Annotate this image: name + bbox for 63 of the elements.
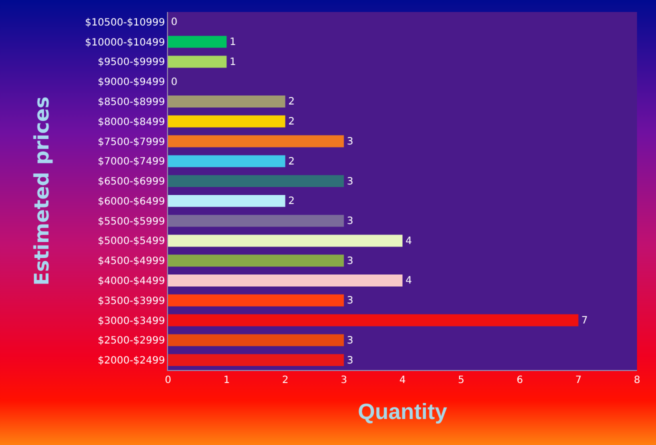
y-tick-label: $9000-$9499 (98, 77, 165, 88)
bar (168, 175, 344, 188)
x-tick-label: 1 (223, 375, 230, 386)
data-label: 2 (288, 196, 295, 208)
data-label: 3 (346, 216, 354, 228)
data-label: 4 (406, 236, 412, 247)
y-axis-title: Estimeted prices (30, 96, 54, 286)
x-tick-label: 7 (575, 375, 582, 386)
bar (168, 234, 402, 247)
data-label: 7 (581, 315, 588, 326)
x-tick-label: 4 (399, 375, 406, 386)
bar (168, 135, 344, 148)
data-label: 2 (288, 116, 295, 128)
bar (168, 254, 344, 267)
x-axis-title: Quantity (358, 398, 448, 424)
y-tick-label: $8500-$8999 (98, 97, 165, 108)
y-tick-label: $2000-$2499 (98, 356, 165, 367)
y-tick-label: $8000-$8499 (98, 116, 165, 128)
y-tick-label: $2500-$2999 (98, 336, 165, 347)
x-tick-label: 0 (164, 375, 172, 386)
data-label: 2 (288, 156, 295, 168)
bar (168, 354, 344, 366)
data-label: 3 (346, 256, 354, 267)
data-label: 2 (288, 96, 295, 108)
bar (168, 36, 227, 48)
y-tick-label: $9500-$9999 (98, 57, 165, 68)
bar (168, 194, 286, 207)
y-tick-label: $5500-$5999 (98, 216, 165, 228)
y-tick-label: $5000-$5499 (98, 236, 165, 248)
bar (168, 214, 344, 227)
bar (168, 56, 227, 68)
y-tick-label: $3000-$3499 (98, 316, 165, 327)
data-label: 3 (346, 136, 354, 148)
bar (168, 274, 402, 286)
x-tick-label: 2 (282, 375, 288, 386)
data-label: 4 (405, 276, 412, 287)
y-tick-label: $4500-$4999 (98, 256, 165, 268)
y-tick-label: $6000-$6499 (98, 196, 165, 208)
data-label: 3 (346, 176, 354, 188)
y-tick-label: $3500-$3999 (98, 296, 165, 307)
x-tick-label: 3 (340, 375, 348, 386)
data-label: 0 (171, 17, 178, 28)
data-label: 1 (230, 37, 236, 48)
data-label: 1 (230, 56, 236, 68)
bar (168, 96, 286, 108)
bar (168, 155, 286, 168)
data-label: 3 (346, 296, 354, 307)
y-tick-label: $10500-$10999 (85, 17, 165, 28)
x-tick-label: 8 (634, 375, 640, 386)
y-tick-label: $7500-$7999 (98, 136, 165, 148)
y-tick-label: $7000-$7499 (98, 156, 165, 168)
bar (168, 314, 578, 326)
data-label: 3 (346, 335, 354, 346)
y-tick-label: $6500-$6999 (98, 176, 165, 188)
y-tick-label: $10000-$10499 (85, 37, 165, 48)
bar (168, 115, 286, 128)
bar (168, 334, 344, 346)
x-tick-label: 6 (516, 375, 523, 386)
bar (168, 294, 344, 306)
data-label: 0 (170, 76, 178, 88)
data-label: 3 (346, 355, 354, 366)
x-tick-label: 5 (458, 375, 464, 386)
y-tick-label: $4000-$4499 (98, 276, 165, 287)
